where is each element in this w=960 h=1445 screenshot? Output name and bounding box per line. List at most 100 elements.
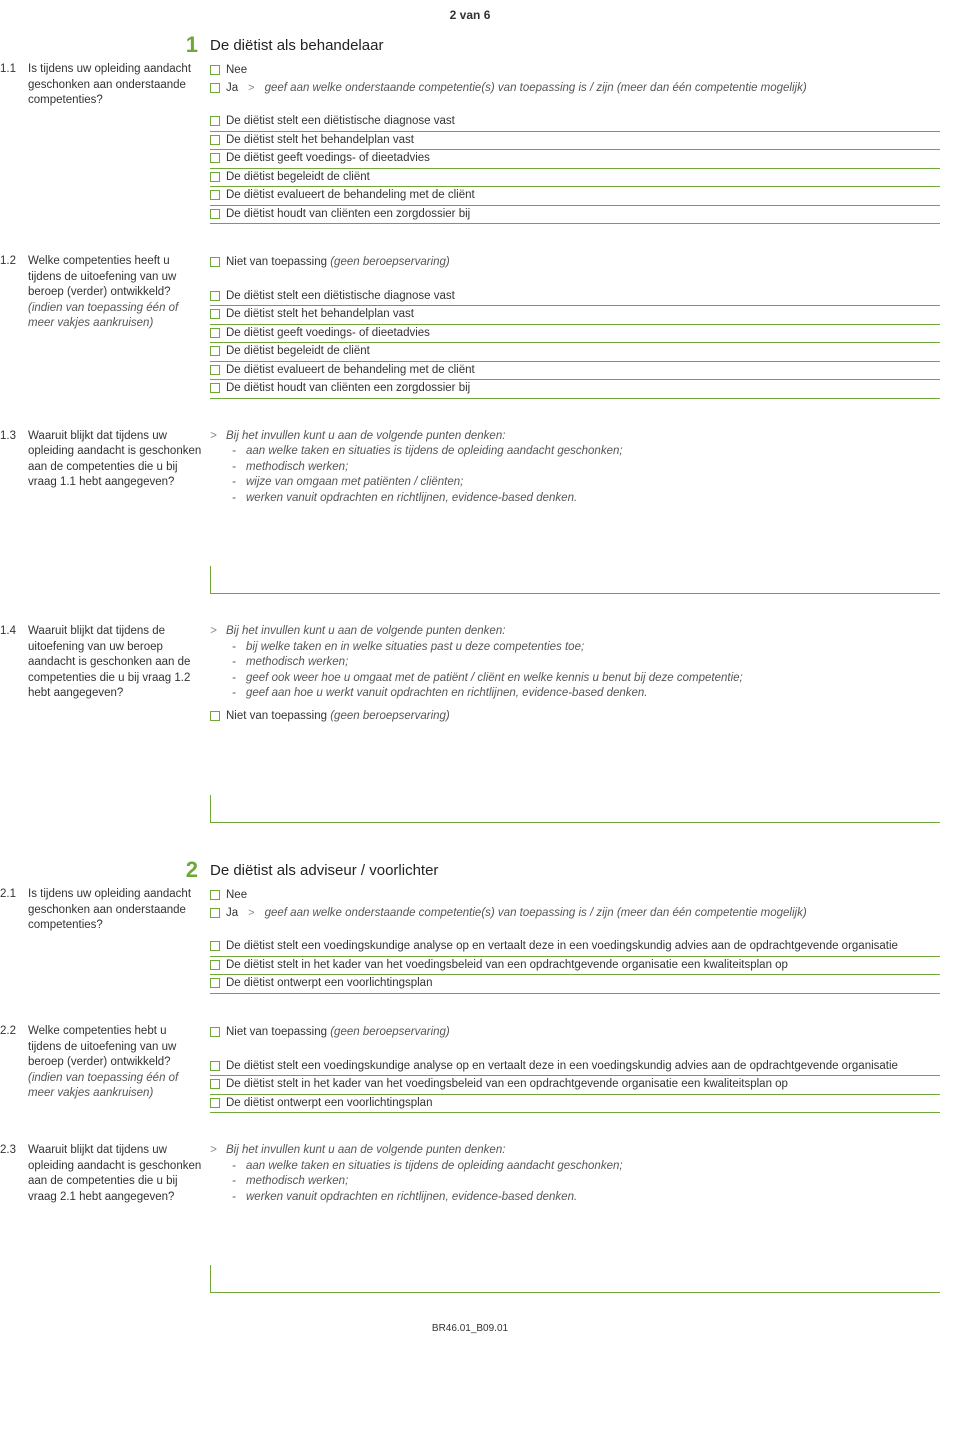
checkbox-icon [210, 257, 220, 267]
checkbox-row[interactable]: De diëtist begeleidt de cliënt [210, 169, 940, 188]
checkbox-icon [210, 309, 220, 319]
checkbox-label: De diëtist stelt het behandelplan vast [226, 307, 940, 323]
checkbox-label: Niet van toepassing (geen beroepservarin… [226, 709, 940, 725]
question-text: Waaruit blijkt dat tijdens uw opleiding … [28, 429, 210, 595]
checkbox-row[interactable]: De diëtist stelt in het kader van het vo… [210, 1076, 940, 1095]
hint-item: wijze van omgaan met patiënten / cliënte… [246, 475, 463, 491]
hint-item: geef aan hoe u werkt vanuit opdrachten e… [246, 686, 648, 702]
question-note: (indien van toepassing één of meer vakje… [28, 302, 178, 330]
section-1-header: 1 De diëtist als behandelaar [0, 34, 940, 56]
checkbox-row[interactable]: De diëtist stelt in het kader van het vo… [210, 957, 940, 976]
checkbox-row[interactable]: De diëtist stelt het behandelplan vast [210, 306, 940, 325]
text-input-area[interactable] [210, 795, 940, 823]
hint-block: >Bij het invullen kunt u aan de volgende… [210, 429, 940, 507]
ja-hint: geef aan welke onderstaande competentie(… [265, 81, 807, 97]
question-number: 1.2 [0, 254, 28, 399]
checkbox-row[interactable]: De diëtist ontwerpt een voorlichtingspla… [210, 975, 940, 994]
question-number: 2.1 [0, 887, 28, 994]
checkbox-row[interactable]: De diëtist stelt een voedingskundige ana… [210, 1058, 940, 1077]
checkbox-row-nee[interactable]: Nee [210, 62, 940, 80]
question-note: (indien van toepassing één of meer vakje… [28, 1072, 178, 1100]
text-input-area[interactable] [210, 566, 940, 594]
arrow-icon: > [210, 429, 220, 445]
checkbox-icon [210, 1098, 220, 1108]
checkbox-label: Nee [226, 888, 940, 904]
competency-list-2-2: De diëtist stelt een voedingskundige ana… [210, 1058, 940, 1114]
checkbox-icon [210, 291, 220, 301]
hint-item: bij welke taken en in welke situaties pa… [246, 640, 584, 656]
checkbox-label: De diëtist houdt van cliënten een zorgdo… [226, 207, 940, 223]
hint-block: >Bij het invullen kunt u aan de volgende… [210, 1143, 940, 1205]
checkbox-row-nee[interactable]: Nee [210, 887, 940, 905]
question-2-2: 2.2 Welke competenties hebt u tijdens de… [0, 1024, 940, 1113]
ja-hint: geef aan welke onderstaande competentie(… [265, 906, 807, 922]
hint-item: methodisch werken; [246, 1174, 348, 1190]
question-text: Is tijdens uw opleiding aandacht geschon… [28, 62, 210, 224]
checkbox-icon [210, 890, 220, 900]
checkbox-label: De diëtist evalueert de behandeling met … [226, 188, 940, 204]
checkbox-row[interactable]: De diëtist evalueert de behandeling met … [210, 362, 940, 381]
hint-item: methodisch werken; [246, 655, 348, 671]
checkbox-row[interactable]: De diëtist begeleidt de cliënt [210, 343, 940, 362]
checkbox-row-ja[interactable]: Ja > geef aan welke onderstaande compete… [210, 80, 940, 98]
checkbox-row-nvt[interactable]: Niet van toepassing (geen beroepservarin… [210, 254, 940, 272]
question-number: 1.1 [0, 62, 28, 224]
checkbox-label: Ja [226, 81, 238, 97]
arrow-icon: > [244, 906, 258, 921]
question-2-1: 2.1 Is tijdens uw opleiding aandacht ges… [0, 887, 940, 994]
checkbox-icon [210, 365, 220, 375]
checkbox-icon [210, 172, 220, 182]
arrow-icon: > [210, 624, 220, 640]
checkbox-row[interactable]: De diëtist stelt een voedingskundige ana… [210, 938, 940, 957]
checkbox-label: De diëtist geeft voedings- of dieetadvie… [226, 151, 940, 167]
checkbox-icon [210, 209, 220, 219]
checkbox-row-nvt[interactable]: Niet van toepassing (geen beroepservarin… [210, 1024, 940, 1042]
arrow-icon: > [210, 1143, 220, 1159]
checkbox-row[interactable]: De diëtist geeft voedings- of dieetadvie… [210, 325, 940, 344]
hint-item: werken vanuit opdrachten en richtlijnen,… [246, 491, 577, 507]
checkbox-label: De diëtist stelt in het kader van het vo… [226, 1077, 940, 1093]
checkbox-row[interactable]: De diëtist stelt een diëtistische diagno… [210, 288, 940, 307]
checkbox-icon [210, 978, 220, 988]
checkbox-icon [210, 346, 220, 356]
checkbox-icon [210, 1079, 220, 1089]
checkbox-row[interactable]: De diëtist houdt van cliënten een zorgdo… [210, 206, 940, 225]
checkbox-row[interactable]: De diëtist ontwerpt een voorlichtingspla… [210, 1095, 940, 1114]
checkbox-icon [210, 1061, 220, 1071]
checkbox-row-ja[interactable]: Ja > geef aan welke onderstaande compete… [210, 905, 940, 923]
checkbox-icon [210, 908, 220, 918]
checkbox-icon [210, 83, 220, 93]
checkbox-label: Nee [226, 63, 940, 79]
checkbox-icon [210, 116, 220, 126]
checkbox-icon [210, 153, 220, 163]
question-number: 1.4 [0, 624, 28, 823]
checkbox-icon [210, 328, 220, 338]
hint-item: methodisch werken; [246, 460, 348, 476]
competency-list-1-2: De diëtist stelt een diëtistische diagno… [210, 288, 940, 399]
question-1-2: 1.2 Welke competenties heeft u tijdens d… [0, 254, 940, 399]
hint-item: werken vanuit opdrachten en richtlijnen,… [246, 1190, 577, 1206]
checkbox-label: De diëtist stelt een diëtistische diagno… [226, 289, 940, 305]
checkbox-row[interactable]: De diëtist houdt van cliënten een zorgdo… [210, 380, 940, 399]
hint-item: aan welke taken en situaties is tijdens … [246, 1159, 623, 1175]
question-text: Welke competenties heeft u tijdens de ui… [28, 254, 210, 399]
checkbox-row-nvt[interactable]: Niet van toepassing (geen beroepservarin… [210, 708, 940, 726]
checkbox-row[interactable]: De diëtist stelt het behandelplan vast [210, 132, 940, 151]
question-number: 2.2 [0, 1024, 28, 1113]
checkbox-icon [210, 711, 220, 721]
checkbox-row[interactable]: De diëtist geeft voedings- of dieetadvie… [210, 150, 940, 169]
checkbox-label: De diëtist stelt een voedingskundige ana… [226, 1059, 940, 1075]
hint-item: aan welke taken en situaties is tijdens … [246, 444, 623, 460]
question-1-3: 1.3 Waaruit blijkt dat tijdens uw opleid… [0, 429, 940, 595]
checkbox-label: De diëtist geeft voedings- of dieetadvie… [226, 326, 940, 342]
checkbox-icon [210, 1027, 220, 1037]
question-text: Waaruit blijkt dat tijdens uw opleiding … [28, 1143, 210, 1293]
checkbox-row[interactable]: De diëtist evalueert de behandeling met … [210, 187, 940, 206]
question-1-1: 1.1 Is tijdens uw opleiding aandacht ges… [0, 62, 940, 224]
checkbox-label: Niet van toepassing (geen beroepservarin… [226, 1025, 940, 1041]
question-text: Welke competenties hebt u tijdens de uit… [28, 1024, 210, 1113]
question-number: 2.3 [0, 1143, 28, 1293]
checkbox-row[interactable]: De diëtist stelt een diëtistische diagno… [210, 113, 940, 132]
text-input-area[interactable] [210, 1265, 940, 1293]
section-title: De diëtist als behandelaar [210, 34, 383, 54]
